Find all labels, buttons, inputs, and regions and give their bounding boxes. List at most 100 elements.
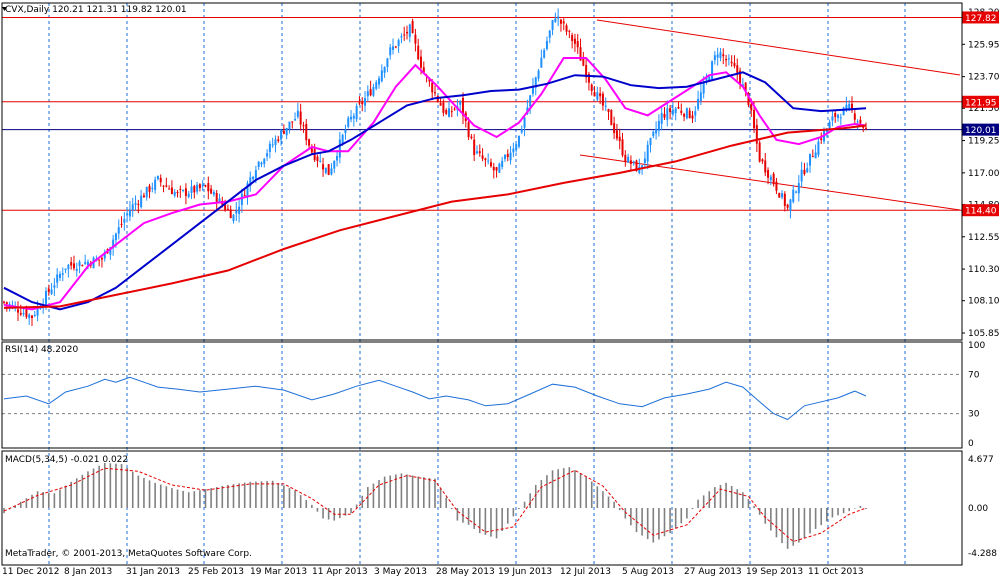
candle-body bbox=[817, 141, 820, 155]
candle-body bbox=[761, 159, 764, 162]
candle-body bbox=[229, 209, 232, 219]
candle-body bbox=[336, 156, 339, 161]
candle-body bbox=[70, 262, 73, 266]
price-tick-label: 123.70 bbox=[968, 73, 1000, 83]
macd-bar bbox=[389, 475, 392, 508]
macd-bar bbox=[557, 469, 559, 508]
macd-bar bbox=[523, 501, 526, 508]
candle-body bbox=[845, 104, 848, 109]
candle-body bbox=[473, 139, 476, 155]
macd-axis: 4.677 0.00 -4.288 bbox=[968, 455, 997, 559]
macd-bar bbox=[809, 508, 811, 534]
candle-body bbox=[442, 102, 445, 113]
date-tick-label: 19 Mar 2013 bbox=[250, 567, 307, 577]
candle-body bbox=[501, 160, 504, 168]
candle-body bbox=[408, 24, 411, 37]
candle-body bbox=[557, 16, 560, 19]
candle-body bbox=[246, 183, 249, 197]
macd-bar bbox=[322, 508, 324, 519]
macd-bar bbox=[837, 508, 839, 516]
macd-bar bbox=[165, 486, 168, 508]
candle-body bbox=[543, 50, 546, 58]
candle-body bbox=[736, 65, 739, 73]
macd-tick-label: -4.288 bbox=[968, 549, 997, 559]
candle-body bbox=[579, 47, 582, 61]
macd-bar bbox=[423, 477, 425, 508]
macd-bar bbox=[669, 508, 671, 534]
candle-body bbox=[683, 114, 686, 117]
candle-body bbox=[392, 46, 395, 50]
candle-body bbox=[299, 111, 302, 125]
candle-body bbox=[730, 61, 733, 64]
macd-bar bbox=[14, 505, 16, 508]
macd-bar bbox=[238, 483, 240, 508]
macd-histogram bbox=[3, 462, 867, 549]
level-tag bbox=[962, 11, 999, 24]
price-pane[interactable]: 128.20125.95123.70121.50119.25117.00114.… bbox=[2, 5, 1000, 339]
candle-body bbox=[599, 93, 602, 97]
candle-body bbox=[764, 160, 767, 173]
macd-bar bbox=[814, 508, 817, 529]
macd-bar bbox=[753, 505, 755, 508]
time-axis: 11 Dec 2012 8 Jan 2013 31 Jan 2013 25 Feb 2… bbox=[2, 567, 864, 577]
candle-body bbox=[159, 177, 162, 183]
candle-body bbox=[481, 155, 484, 159]
candle-body bbox=[372, 86, 375, 96]
channel-lower-line[interactable] bbox=[579, 154, 961, 211]
candle-body bbox=[378, 78, 381, 85]
grid-lines bbox=[48, 3, 906, 565]
candle-body bbox=[554, 18, 557, 22]
candle-body bbox=[853, 113, 856, 120]
macd-bar bbox=[316, 508, 319, 512]
macd-bar bbox=[674, 508, 677, 529]
macd-bar bbox=[618, 508, 621, 511]
macd-title: MACD(5,34,5) -0.021 0.022 bbox=[5, 455, 128, 465]
macd-tick-label: 4.677 bbox=[968, 455, 994, 465]
candle-body bbox=[669, 108, 672, 113]
candle-body bbox=[834, 113, 837, 117]
macd-bar bbox=[730, 485, 733, 508]
candle-body bbox=[792, 189, 795, 202]
candle-body bbox=[324, 167, 327, 173]
candle-body bbox=[319, 160, 322, 162]
pane-frame bbox=[1, 341, 963, 449]
moving-average-line bbox=[3, 57, 867, 311]
pane-frames bbox=[1, 2, 963, 566]
macd-bar bbox=[686, 508, 688, 519]
candle-body bbox=[201, 184, 204, 187]
rsi-tick-label: 70 bbox=[968, 370, 980, 380]
candle-body bbox=[467, 122, 470, 138]
candle-body bbox=[809, 153, 812, 166]
date-tick-label: 5 Aug 2013 bbox=[622, 567, 674, 577]
rsi-pane[interactable]: 100 70 30 0 RSI(14) 48.2020 bbox=[2, 341, 985, 449]
candle-body bbox=[420, 56, 423, 68]
candle-body bbox=[386, 58, 389, 67]
macd-bar bbox=[691, 508, 694, 510]
candle-body bbox=[705, 77, 708, 81]
candle-body bbox=[134, 202, 137, 205]
candle-body bbox=[260, 162, 263, 165]
candle-body bbox=[750, 103, 753, 111]
candle-body bbox=[84, 261, 87, 264]
rsi-axis: 100 70 30 0 bbox=[968, 341, 985, 449]
date-tick-label: 11 Apr 2013 bbox=[312, 567, 368, 577]
candle-body bbox=[47, 288, 50, 292]
candle-body bbox=[358, 102, 361, 104]
candle-body bbox=[39, 307, 42, 310]
macd-bar bbox=[652, 508, 655, 543]
macd-bar bbox=[798, 508, 800, 543]
macd-bar bbox=[299, 495, 302, 508]
macd-bar bbox=[143, 477, 145, 508]
candle-body bbox=[652, 131, 655, 137]
collapse-arrow-icon[interactable] bbox=[2, 7, 7, 11]
candle-body bbox=[540, 57, 543, 68]
channel-upper-line[interactable] bbox=[596, 19, 961, 76]
candle-body bbox=[274, 139, 277, 145]
candle-body bbox=[515, 144, 518, 151]
candle-body bbox=[198, 184, 201, 189]
macd-pane[interactable]: 4.677 0.00 -4.288 MACD(5,34,5) -0.021 0.02… bbox=[3, 455, 997, 559]
candle-body bbox=[120, 223, 123, 225]
candle-body bbox=[859, 119, 862, 124]
candle-body bbox=[361, 101, 364, 105]
